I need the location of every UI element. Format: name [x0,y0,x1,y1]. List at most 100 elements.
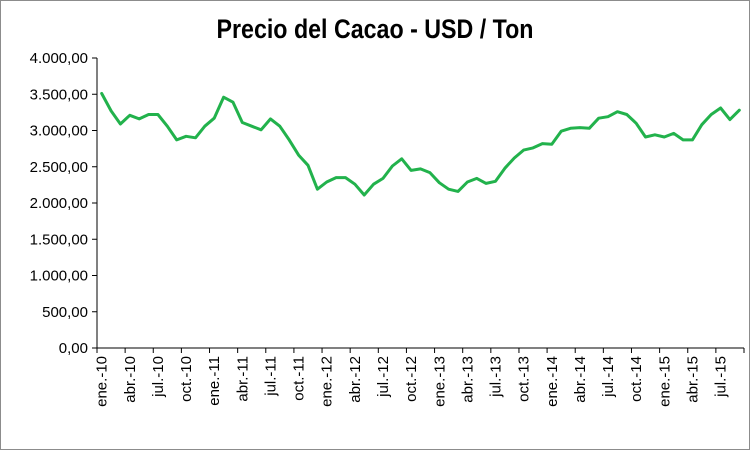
data-point [484,182,488,185]
data-point [466,180,469,184]
data-point [250,124,253,128]
data-point [269,117,272,121]
y-tick-label: 0,00 [59,340,88,357]
data-point [719,106,722,110]
data-point [494,180,497,183]
data-point [447,188,450,191]
data-point [166,124,169,128]
x-tick-label: jul.-13 [488,356,505,398]
y-tick-label: 3.000,00 [30,123,88,140]
data-point [400,157,403,160]
data-point [644,135,647,139]
y-tick-label: 1.000,00 [30,268,88,285]
x-tick-label: abr.-15 [684,356,701,403]
series-line [100,92,741,197]
y-tick-label: 2.500,00 [30,159,88,176]
data-point [428,171,432,174]
x-tick-label: ene.-15 [656,356,673,407]
data-point [194,136,197,139]
x-tick-label: abr.-14 [572,356,589,403]
x-tick-label: abr.-10 [122,356,139,403]
y-tick-label: 500,00 [42,304,88,321]
y-tick-label: 2.000,00 [30,195,88,212]
y-axis-ticks: 0,00 500,00 1.000,00 1.500,00 2.000,00 2.500,… [30,50,97,357]
data-point [297,153,300,157]
data-point [184,135,188,138]
data-point [325,180,328,184]
data-point [691,138,694,142]
x-tick-label: abr.-12 [347,356,364,403]
data-point [231,101,235,104]
data-point [569,127,572,130]
data-point [634,122,638,125]
data-point [531,146,535,150]
x-tick-label: oct.-14 [628,356,645,402]
x-tick-label: jul.-12 [375,356,392,398]
x-axis-ticks: ene.-10 abr.-10 jul.-10 oct.-10 ene.-11 abr.-… [94,348,745,407]
chart-title: Precio del Cacao - USD / Ton [216,14,534,44]
data-point [213,116,216,120]
data-point [241,121,244,124]
data-point [203,124,207,128]
data-point [578,126,582,129]
data-point [681,138,685,142]
x-tick-label: oct.-13 [516,356,533,402]
data-point [156,113,160,116]
x-tick-label: ene.-12 [319,356,336,407]
data-point [672,132,675,135]
x-tick-label: oct.-11 [291,356,308,401]
data-point [306,164,310,167]
data-point [316,188,319,191]
data-point [372,182,375,186]
y-tick-label: 3.500,00 [30,86,88,103]
data-point [597,116,600,120]
x-tick-label: ene.-11 [206,356,223,406]
x-tick-label: oct.-12 [403,356,420,402]
data-point [419,167,422,171]
data-point [128,114,132,117]
data-point [522,148,525,152]
axes [96,58,744,349]
data-point [653,133,657,137]
x-tick-label: jul.-11 [262,356,279,397]
data-point [175,138,178,142]
data-point [381,177,385,180]
x-tick-label: ene.-10 [94,356,111,407]
data-point [588,127,591,130]
data-point [559,130,563,133]
data-point [409,169,413,172]
series-group [100,92,741,197]
data-point [334,176,338,179]
x-tick-label: abr.-13 [459,356,476,403]
y-tick-label: 1.500,00 [30,231,88,248]
x-tick-label: abr.-11 [234,356,251,402]
data-point [363,193,366,197]
data-point [738,109,741,112]
data-point [391,164,394,168]
data-point [456,190,460,193]
data-point [259,128,263,131]
x-tick-label: jul.-10 [150,356,167,398]
data-point [513,156,516,160]
data-point [438,181,441,184]
x-tick-label: jul.-15 [713,356,730,398]
data-point [100,92,103,95]
data-point [728,118,732,121]
data-point [288,138,291,142]
data-point [700,123,704,126]
data-point [663,135,666,139]
data-point [109,109,113,113]
data-point [709,113,713,116]
data-point [137,117,141,121]
data-point [147,113,150,116]
data-point [119,122,122,126]
data-point [550,143,553,146]
data-point [541,142,544,145]
data-point [616,110,619,113]
x-tick-label: ene.-13 [431,356,448,407]
data-point [625,113,628,116]
data-point [353,182,357,186]
x-tick-label: jul.-14 [600,356,617,398]
data-point [503,167,507,170]
